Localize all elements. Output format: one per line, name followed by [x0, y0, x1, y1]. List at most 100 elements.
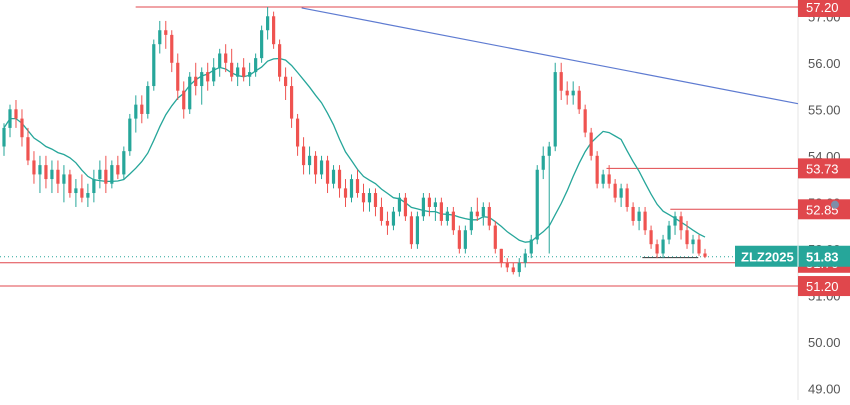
candle-body	[158, 30, 162, 45]
candle-body	[248, 72, 252, 77]
candle-body	[307, 155, 312, 166]
candle-body	[200, 72, 204, 87]
candle-body	[14, 109, 18, 119]
candle-body	[74, 188, 78, 194]
candle-body	[427, 197, 431, 207]
candle-body	[619, 188, 623, 198]
candle-body	[325, 160, 330, 184]
resistance-trendline	[301, 7, 799, 105]
candle-body	[475, 211, 479, 217]
candle-body	[523, 253, 527, 263]
candle-body	[80, 188, 84, 198]
candle-body	[679, 216, 683, 231]
candle-body	[703, 253, 707, 257]
candle-body	[218, 53, 222, 68]
price-level-label-bg	[798, 276, 850, 297]
candle-body	[673, 216, 677, 226]
candle-body	[146, 86, 150, 114]
candle-body	[529, 239, 533, 254]
candle-body	[457, 230, 461, 249]
candle-body	[409, 216, 414, 245]
candle-body	[613, 183, 617, 198]
candle-body	[553, 72, 557, 147]
candle-body	[463, 230, 467, 249]
candle-body	[487, 206, 491, 226]
candle-body	[361, 193, 366, 203]
y-tick-label: 56.00	[808, 56, 841, 71]
candle-body	[134, 104, 138, 119]
candle-body	[625, 188, 629, 207]
candle-body	[176, 62, 180, 91]
candle-body	[182, 90, 186, 110]
candle-body	[319, 160, 324, 175]
price-level-label: 52.85	[806, 202, 839, 217]
candle-body	[547, 146, 551, 156]
candle-body	[116, 165, 120, 175]
candle-body	[367, 193, 372, 203]
candle-body	[140, 104, 144, 114]
candle-body	[373, 193, 378, 207]
candle-body	[637, 211, 641, 221]
candle-body	[517, 262, 521, 273]
candle-body	[50, 169, 54, 180]
candle-body	[188, 76, 192, 110]
candle-body	[649, 230, 653, 245]
candle-body	[565, 90, 569, 96]
candle-body	[643, 211, 647, 231]
candle-body	[583, 109, 587, 133]
candle-body	[571, 90, 575, 96]
candle-body	[230, 62, 234, 77]
candle-body	[505, 262, 509, 268]
candle-body	[661, 239, 665, 254]
price-level-label-bg	[798, 0, 850, 17]
candle-body	[164, 30, 168, 35]
candle-body	[631, 206, 635, 221]
candle-body	[194, 76, 198, 87]
candle-body	[559, 72, 563, 91]
candle-body	[511, 267, 515, 273]
candle-body	[379, 206, 384, 221]
candle-body	[697, 239, 701, 254]
price-level-label: 57.20	[806, 0, 839, 15]
candle-body	[254, 58, 258, 73]
candle-body	[8, 109, 12, 128]
candle-body	[469, 211, 473, 231]
candle-body	[535, 169, 539, 240]
candle-body	[26, 137, 30, 161]
price-level-label-bg	[798, 158, 850, 179]
candle-body	[397, 197, 402, 212]
candle-body	[337, 169, 342, 189]
last-price-label: 51.83	[806, 250, 839, 265]
candle-body	[289, 86, 294, 119]
candle-body	[439, 202, 443, 221]
candle-body	[349, 179, 354, 198]
price-level-label: 53.73	[806, 161, 839, 176]
candle-body	[493, 225, 497, 249]
candle-body	[278, 44, 282, 77]
candle-body	[260, 30, 264, 59]
candle-body	[2, 127, 6, 147]
candle-body	[421, 197, 426, 217]
candle-body	[212, 67, 216, 82]
candle-body	[451, 211, 455, 231]
y-tick-label: 55.00	[808, 102, 841, 117]
price-level-label: 51.20	[806, 279, 839, 294]
candle-body	[301, 146, 306, 166]
candle-body	[283, 76, 288, 87]
alert-drop-icon	[831, 200, 839, 209]
candle-body	[445, 211, 449, 221]
candle-body	[68, 174, 72, 194]
candle-body	[86, 193, 90, 198]
candle-body	[128, 118, 132, 152]
y-tick-label: 50.00	[808, 335, 841, 350]
candle-body	[242, 67, 246, 77]
candle-body	[313, 155, 318, 175]
candle-body	[266, 16, 270, 31]
candle-body	[481, 206, 485, 217]
candle-body	[98, 169, 102, 180]
candle-body	[110, 165, 114, 184]
candle-body	[403, 197, 408, 217]
candle-body	[541, 155, 545, 170]
candle-body	[236, 67, 240, 77]
